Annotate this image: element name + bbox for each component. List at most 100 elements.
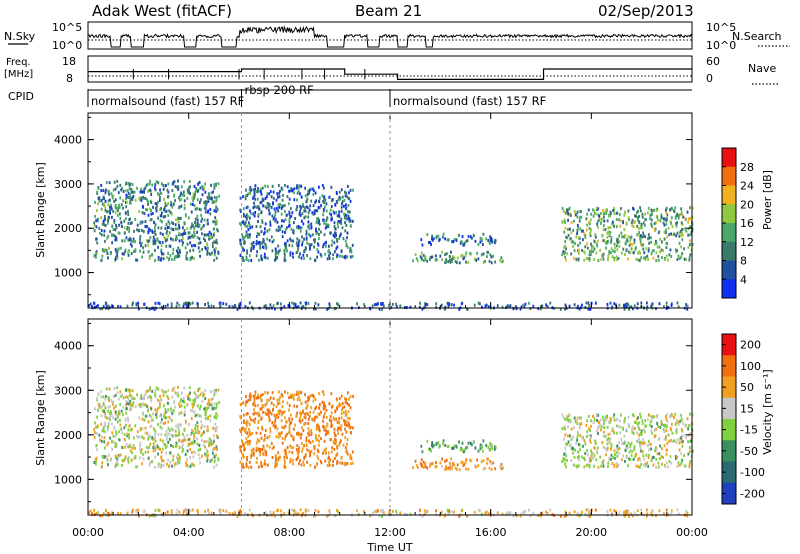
power-cell bbox=[320, 230, 322, 234]
velocity-cell bbox=[520, 512, 523, 516]
velocity-cell bbox=[306, 403, 309, 407]
power-cell bbox=[279, 202, 282, 206]
velocity-cell bbox=[675, 457, 677, 461]
power-cell bbox=[441, 235, 444, 239]
velocity-cell bbox=[266, 408, 269, 412]
velocity-cell bbox=[178, 412, 180, 416]
velocity-cell bbox=[479, 447, 482, 451]
power-cell bbox=[207, 197, 210, 201]
power-cell bbox=[116, 184, 119, 188]
power-cell bbox=[144, 196, 147, 200]
velocity-cell bbox=[167, 465, 170, 469]
power-cell bbox=[175, 305, 178, 309]
power-cell bbox=[678, 231, 681, 235]
velocity-cell bbox=[453, 463, 456, 467]
velocity-cell bbox=[345, 423, 348, 427]
power-cell bbox=[104, 208, 107, 212]
power-cell bbox=[640, 226, 643, 230]
power-cell bbox=[341, 202, 343, 206]
power-cell bbox=[125, 193, 128, 197]
power-cell bbox=[477, 243, 480, 247]
velocity-cell bbox=[646, 417, 649, 421]
velocity-cell bbox=[161, 514, 164, 518]
power-cell bbox=[581, 303, 583, 307]
power-cell bbox=[584, 233, 587, 237]
power-cell bbox=[424, 302, 427, 306]
power-cell bbox=[178, 216, 180, 220]
power-cell bbox=[244, 220, 247, 224]
velocity-cell bbox=[159, 398, 162, 402]
velocity-cell bbox=[680, 440, 683, 444]
power-cell bbox=[563, 230, 566, 234]
power-cell bbox=[601, 209, 604, 213]
velocity-cell bbox=[91, 512, 93, 516]
velocity-cell bbox=[277, 432, 280, 436]
power-cell bbox=[118, 206, 121, 210]
velocity-cell bbox=[593, 418, 596, 422]
velocity-cell bbox=[213, 447, 216, 451]
velocity-cell bbox=[182, 399, 184, 403]
velocity-cell bbox=[569, 443, 572, 447]
velocity-cell bbox=[245, 412, 248, 416]
power-cell bbox=[688, 258, 691, 262]
velocity-cell bbox=[315, 425, 318, 429]
power-cell bbox=[646, 254, 649, 258]
velocity-cell bbox=[340, 439, 342, 443]
power-cell bbox=[180, 191, 183, 195]
power-cell bbox=[348, 217, 351, 221]
power-cell bbox=[680, 231, 683, 235]
velocity-cell bbox=[207, 439, 210, 443]
power-cell bbox=[165, 231, 168, 235]
power-cell bbox=[192, 235, 195, 239]
velocity-cell bbox=[206, 402, 209, 406]
power-cell bbox=[620, 207, 622, 211]
velocity-cell bbox=[225, 509, 228, 513]
velocity-cell bbox=[140, 393, 143, 397]
power-cell bbox=[292, 239, 294, 243]
velocity-cell bbox=[207, 415, 210, 419]
power-cell bbox=[275, 198, 278, 202]
velocity-cell bbox=[650, 442, 652, 446]
power-cell bbox=[306, 193, 309, 197]
power-cell bbox=[453, 256, 456, 260]
velocity-cell bbox=[639, 458, 642, 462]
velocity-cell bbox=[618, 447, 621, 451]
power-cell bbox=[685, 229, 688, 233]
velocity-cell bbox=[186, 395, 189, 399]
velocity-cell bbox=[652, 455, 655, 459]
power-cell bbox=[629, 236, 632, 240]
power-cell bbox=[207, 301, 209, 305]
power-cell bbox=[616, 239, 618, 243]
velocity-cell bbox=[243, 428, 245, 432]
velocity-cell bbox=[244, 403, 247, 407]
power-cell bbox=[618, 303, 621, 307]
power-cell bbox=[308, 227, 310, 231]
power-cell bbox=[589, 250, 591, 254]
power-cell bbox=[580, 215, 583, 219]
velocity-cell bbox=[117, 415, 119, 419]
power-cell bbox=[281, 188, 284, 192]
velocity-cell bbox=[339, 426, 342, 430]
velocity-cell bbox=[642, 428, 645, 432]
power-cell bbox=[246, 224, 249, 228]
velocity-cell bbox=[570, 437, 573, 441]
power-cell bbox=[112, 233, 115, 237]
power-cell bbox=[265, 244, 268, 248]
power-cell bbox=[167, 220, 170, 224]
velocity-cell bbox=[125, 388, 128, 392]
power-cell bbox=[664, 218, 667, 222]
power-cell bbox=[246, 249, 248, 253]
velocity-cell bbox=[199, 461, 201, 465]
power-cell bbox=[340, 205, 343, 209]
velocity-cell bbox=[644, 441, 647, 445]
velocity-cell bbox=[666, 420, 669, 424]
power-cell bbox=[125, 205, 128, 209]
velocity-cell bbox=[332, 459, 335, 463]
velocity-cell bbox=[595, 458, 598, 462]
power-cell bbox=[561, 253, 564, 257]
power-cell bbox=[200, 219, 203, 223]
velocity-cell bbox=[313, 416, 316, 420]
power-cell bbox=[349, 249, 352, 253]
velocity-cell bbox=[198, 407, 201, 411]
power-cell bbox=[321, 183, 324, 187]
